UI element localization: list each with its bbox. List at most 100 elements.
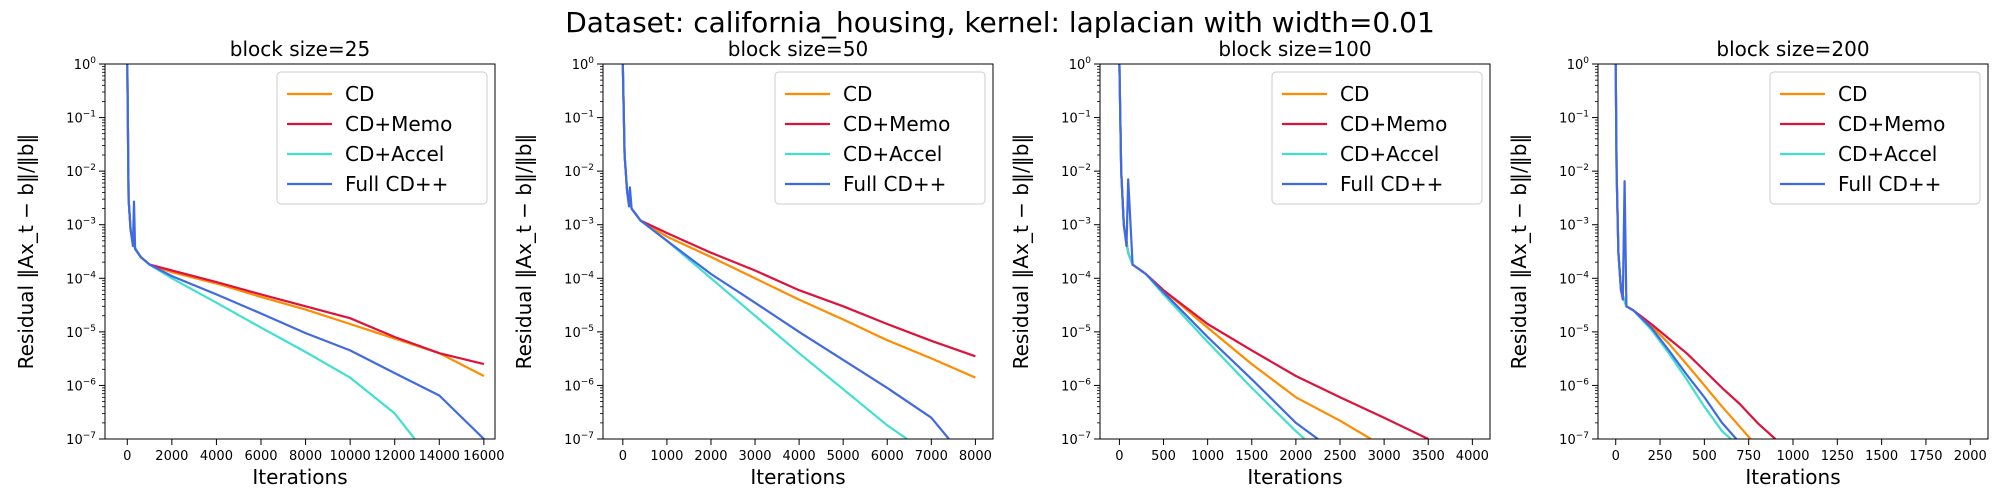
x-tick-label: 4000 [1456, 449, 1489, 464]
legend-box [1769, 71, 1981, 205]
panel-title: block size=100 [1218, 37, 1371, 61]
panel-title: block size=50 [728, 37, 868, 61]
y-tick-label: 10−3 [1559, 217, 1589, 234]
legend-entry: CD+Memo [1340, 112, 1447, 136]
y-tick-label: 10−6 [564, 377, 594, 394]
x-tick-label: 4000 [200, 449, 233, 464]
series-line-full-cd- [1118, 64, 1319, 439]
y-tick-label: 10−2 [564, 163, 594, 180]
chart-panel-4: block size=200 100 10−1 10−2 10−3 10−4 10−5 10−… [1507, 37, 1989, 489]
x-tick-label: 2000 [1954, 449, 1987, 464]
legend-entry: CD+Accel [843, 142, 942, 166]
y-tick-label: 100 [74, 56, 97, 73]
x-tick-label: 3000 [738, 449, 771, 464]
x-tick-label: 1250 [1821, 449, 1854, 464]
legend-entry: CD [1340, 82, 1369, 106]
y-tick-label: 10−4 [66, 270, 96, 287]
x-axis-label: Iterations [1745, 465, 1840, 489]
series-lines [1614, 64, 1777, 439]
x-tick-label: 500 [1692, 449, 1717, 464]
y-tick-label: 10−7 [564, 431, 594, 448]
x-tick-label: 7000 [915, 449, 948, 464]
y-tick-label: 10−3 [1061, 217, 1091, 234]
x-tick-label: 250 [1648, 449, 1673, 464]
y-tick-label: 10−7 [1559, 431, 1589, 448]
legend: CD CD+Memo CD+Accel Full CD++ [774, 71, 986, 205]
legend-entry: CD+Memo [1838, 112, 1945, 136]
x-tick-label: 750 [1736, 449, 1761, 464]
legend-entry: CD+Memo [843, 112, 950, 136]
y-tick-label: 10−4 [1061, 270, 1091, 287]
x-tick-label: 3000 [1368, 449, 1401, 464]
legend: CD CD+Memo CD+Accel Full CD++ [1769, 71, 1981, 205]
legend-box [774, 71, 986, 205]
y-tick-label: 10−3 [564, 217, 594, 234]
x-tick-label: 2000 [1279, 449, 1312, 464]
y-tick-label: 10−4 [1559, 270, 1589, 287]
series-line-cd-memo [1614, 64, 1777, 439]
y-tick-label: 10−1 [1559, 110, 1589, 127]
series-line-cd [1614, 64, 1752, 439]
x-axis-label: Iterations [750, 465, 845, 489]
y-tick-label: 10−5 [66, 324, 96, 341]
legend-entry: Full CD++ [1340, 172, 1443, 196]
y-axis-label: Residual ‖Ax_t − b‖/‖b‖ [512, 134, 536, 370]
series-line-full-cd- [126, 64, 485, 439]
legend-entry: Full CD++ [345, 172, 448, 196]
series-lines [126, 64, 485, 439]
y-tick-label: 100 [1567, 56, 1590, 73]
y-tick-label: 10−1 [564, 110, 594, 127]
series-lines [1118, 64, 1429, 439]
y-tick-label: 10−5 [1061, 324, 1091, 341]
series-lines [621, 64, 976, 439]
legend-entry: CD [345, 82, 374, 106]
panel-title: block size=25 [230, 37, 370, 61]
x-tick-label: 6000 [244, 449, 277, 464]
x-tick-label: 2500 [1323, 449, 1356, 464]
figure-title: Dataset: california_housing, kernel: lap… [565, 6, 1435, 39]
x-tick-label: 3500 [1412, 449, 1445, 464]
x-tick-label: 0 [619, 449, 627, 464]
x-tick-label: 1500 [1865, 449, 1898, 464]
plot-frame [104, 63, 496, 440]
series-line-full-cd- [1614, 64, 1738, 439]
chart-panel-1: block size=25 100 10−1 10−2 10−3 10−4 10−5 10−6… [14, 37, 505, 489]
legend-entry: CD [843, 82, 872, 106]
y-axis-label: Residual ‖Ax_t − b‖/‖b‖ [1009, 134, 1033, 370]
legend-entry: CD [1838, 82, 1867, 106]
x-tick-label: 8000 [289, 449, 322, 464]
x-axis-label: Iterations [252, 465, 347, 489]
legend: CD CD+Memo CD+Accel Full CD++ [1271, 71, 1483, 205]
x-tick-label: 8000 [959, 449, 992, 464]
y-tick-label: 100 [1069, 56, 1092, 73]
x-tick-label: 16000 [463, 449, 504, 464]
y-axis-label: Residual ‖Ax_t − b‖/‖b‖ [1507, 134, 1531, 370]
y-tick-label: 10−5 [1559, 324, 1589, 341]
y-tick-label: 10−1 [1061, 110, 1091, 127]
legend-box [1271, 71, 1483, 205]
legend: CD CD+Memo CD+Accel Full CD++ [276, 71, 488, 205]
legend-box [276, 71, 488, 205]
legend-entry: CD+Accel [1340, 142, 1439, 166]
y-tick-label: 10−6 [1061, 377, 1091, 394]
chart-panel-2: block size=50 100 10−1 10−2 10−3 10−4 10−5 10−6… [512, 37, 994, 489]
y-tick-label: 10−7 [1061, 431, 1091, 448]
x-tick-label: 1000 [650, 449, 683, 464]
y-tick-label: 10−6 [1559, 377, 1589, 394]
x-tick-label: 4000 [783, 449, 816, 464]
y-tick-label: 10−1 [66, 110, 96, 127]
x-tick-label: 2000 [155, 449, 188, 464]
y-tick-label: 10−2 [66, 163, 96, 180]
x-tick-label: 0 [123, 449, 131, 464]
x-tick-label: 1500 [1235, 449, 1268, 464]
plot-frame [1099, 63, 1491, 440]
x-tick-label: 6000 [871, 449, 904, 464]
chart-panel-3: block size=100 100 10−1 10−2 10−3 10−4 10−5 10−… [1009, 37, 1491, 489]
x-tick-label: 10000 [329, 449, 370, 464]
panel-title: block size=200 [1716, 37, 1869, 61]
x-tick-label: 5000 [827, 449, 860, 464]
legend-entry: CD+Memo [345, 112, 452, 136]
series-line-full-cd- [621, 64, 950, 439]
series-line-cd-accel [1614, 64, 1732, 439]
